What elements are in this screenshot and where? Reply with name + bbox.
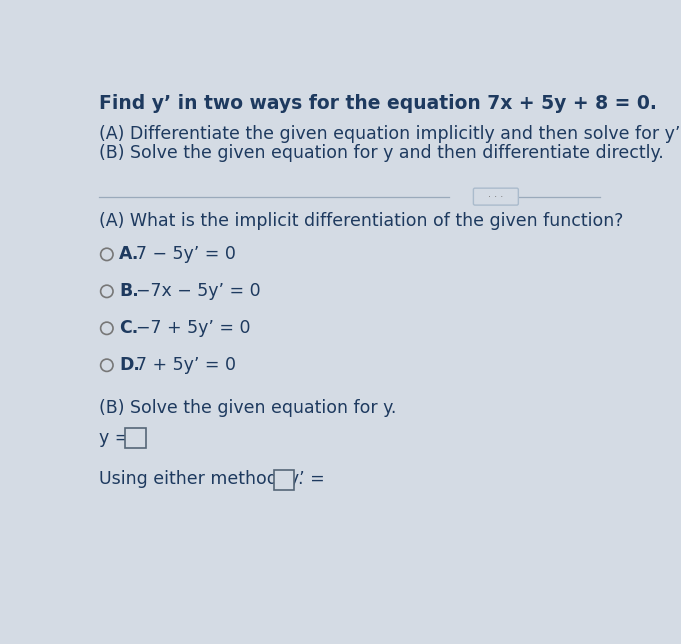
Text: Find y’ in two ways for the equation 7x + 5y + 8 = 0.: Find y’ in two ways for the equation 7x … xyxy=(99,94,657,113)
Text: (B) Solve the given equation for y.: (B) Solve the given equation for y. xyxy=(99,399,396,417)
Text: −7 + 5y’ = 0: −7 + 5y’ = 0 xyxy=(136,319,251,337)
Text: D.: D. xyxy=(119,356,140,374)
Text: (A) Differentiate the given equation implicitly and then solve for y’.: (A) Differentiate the given equation imp… xyxy=(99,125,681,143)
Text: C.: C. xyxy=(119,319,138,337)
FancyBboxPatch shape xyxy=(125,428,146,448)
Text: (B) Solve the given equation for y and then differentiate directly.: (B) Solve the given equation for y and t… xyxy=(99,144,664,162)
Text: .: . xyxy=(297,470,302,488)
Text: 7 − 5y’ = 0: 7 − 5y’ = 0 xyxy=(136,245,236,263)
Text: · · ·: · · · xyxy=(488,192,503,202)
Text: (A) What is the implicit differentiation of the given function?: (A) What is the implicit differentiation… xyxy=(99,212,623,230)
Text: B.: B. xyxy=(119,282,139,300)
Circle shape xyxy=(101,248,113,261)
Text: 7 + 5y’ = 0: 7 + 5y’ = 0 xyxy=(136,356,236,374)
FancyBboxPatch shape xyxy=(473,188,518,205)
FancyBboxPatch shape xyxy=(274,470,294,490)
Text: y =: y = xyxy=(99,429,129,447)
Text: A.: A. xyxy=(119,245,140,263)
Circle shape xyxy=(101,359,113,372)
Circle shape xyxy=(101,285,113,298)
Circle shape xyxy=(101,322,113,334)
Text: Using either method, y’ =: Using either method, y’ = xyxy=(99,470,325,488)
Text: −7x − 5y’ = 0: −7x − 5y’ = 0 xyxy=(136,282,261,300)
